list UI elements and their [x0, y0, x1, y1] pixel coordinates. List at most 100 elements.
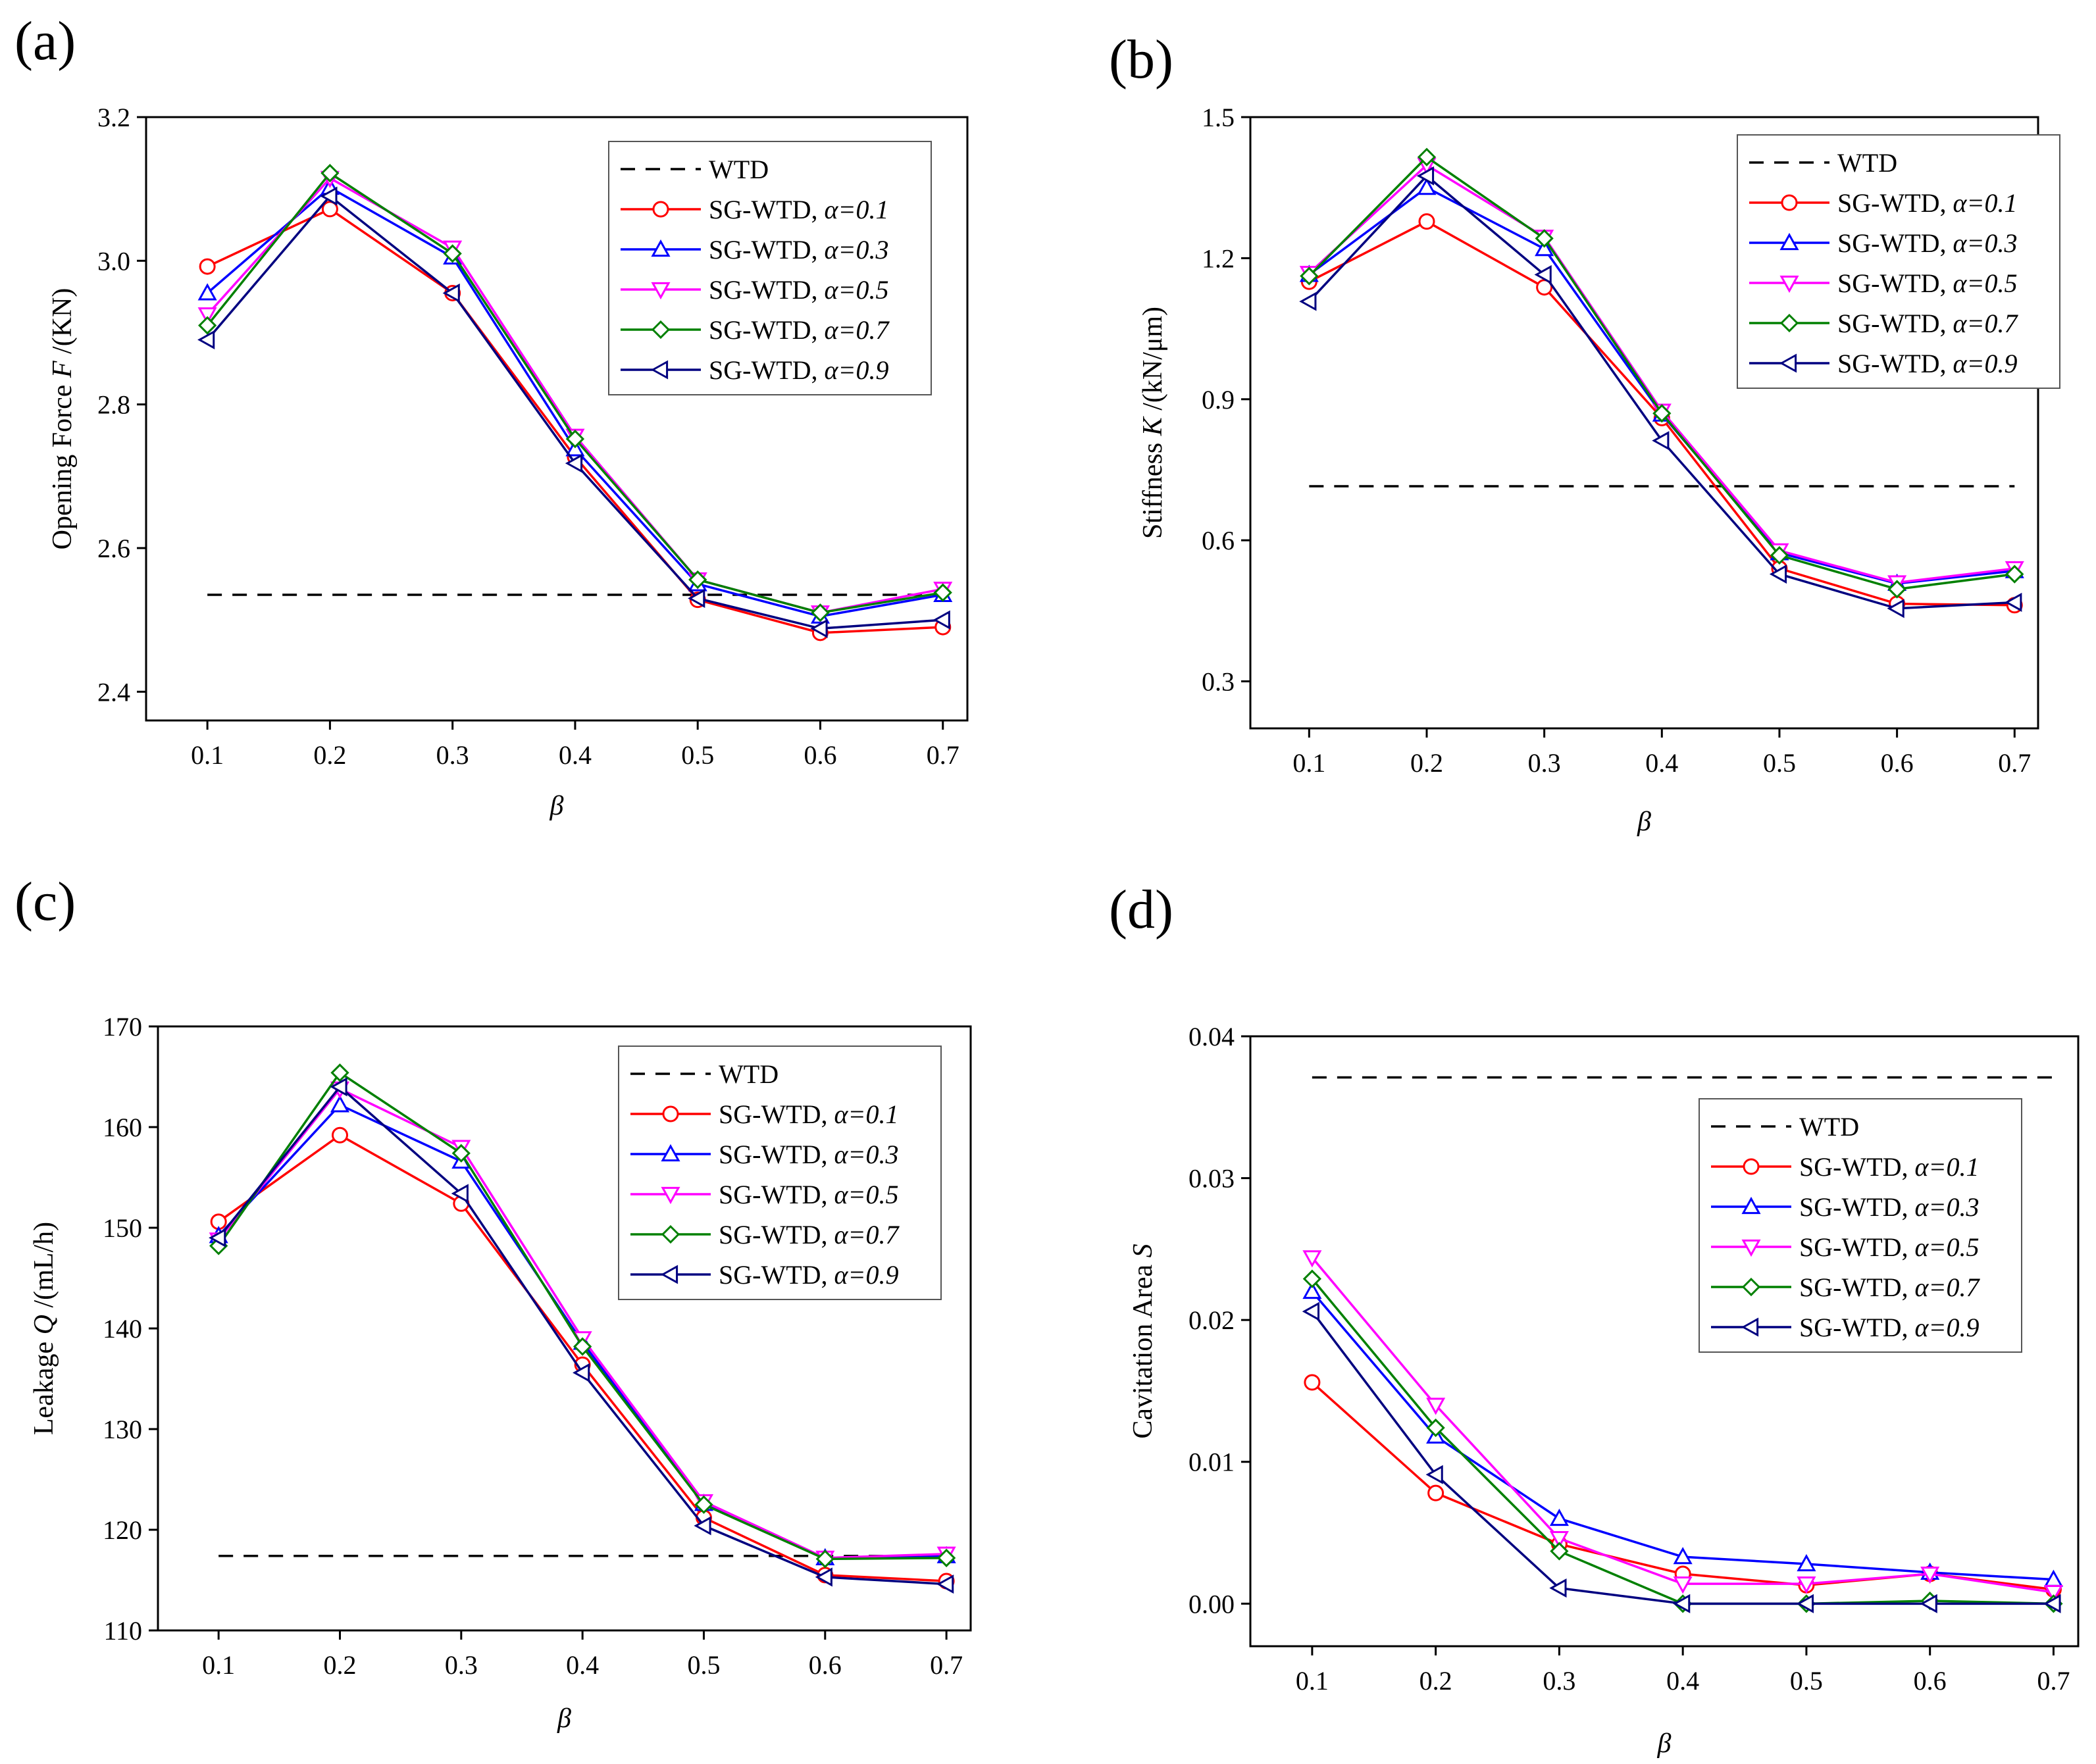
legend-swatch-marker — [1741, 1196, 1761, 1215]
legend-entry-alpha: α=0.7 — [834, 1220, 900, 1249]
y-tick-label: 170 — [103, 1012, 142, 1042]
y-tick-label: 140 — [103, 1314, 142, 1344]
data-point — [442, 283, 460, 303]
data-point — [320, 186, 338, 206]
y-tick-label: 0.9 — [1202, 385, 1235, 415]
y-tick-label: 3.0 — [97, 246, 130, 276]
legend-entry-alpha: α=0.5 — [825, 275, 889, 305]
legend-entry-name: SG-WTD, — [719, 1260, 834, 1290]
data-point — [811, 603, 830, 622]
data-point — [1418, 213, 1435, 230]
data-point — [330, 1063, 349, 1082]
y-axis-label: Opening Force F /(KN) — [47, 288, 78, 550]
y-tick-label: 160 — [103, 1113, 142, 1142]
x-tick-label: 0.6 — [804, 740, 836, 770]
legend-entry-alpha: α=0.9 — [825, 355, 889, 385]
data-point — [1549, 1508, 1569, 1526]
legend-swatch-marker — [1741, 1239, 1761, 1257]
legend-entry-alpha: α=0.5 — [1953, 268, 2018, 298]
data-point — [1550, 1542, 1569, 1561]
y-tick-label: 120 — [103, 1515, 142, 1545]
x-axis-label: β — [1637, 807, 1651, 837]
panel-label: (a) — [14, 11, 76, 72]
legend-swatch-marker — [1779, 313, 1799, 333]
legend-entry-label: SG-WTD, α=0.3 — [1799, 1192, 1980, 1222]
data-point — [1417, 147, 1437, 166]
data-point — [1426, 1418, 1445, 1438]
legend-entry-label: SG-WTD, α=0.1 — [709, 195, 889, 224]
data-point — [198, 316, 217, 335]
legend-box — [608, 141, 932, 395]
data-point — [933, 583, 952, 602]
data-point — [2043, 1584, 2063, 1603]
legend-entry-label: SG-WTD, α=0.7 — [1799, 1273, 1981, 1302]
legend-entry-alpha: α=0.1 — [825, 195, 889, 224]
data-point — [1673, 1576, 1693, 1594]
x-tick-label: 0.7 — [2037, 1666, 2070, 1696]
y-tick-label: 0.00 — [1189, 1589, 1235, 1619]
y-tick-label: 1.5 — [1202, 103, 1235, 132]
legend-entry-label: SG-WTD, α=0.9 — [709, 355, 889, 385]
x-tick-label: 0.6 — [1914, 1666, 1947, 1696]
legend-entry-name: SG-WTD, — [1837, 349, 1953, 378]
data-point — [1299, 291, 1317, 311]
y-tick-label: 2.4 — [97, 677, 130, 707]
y-axis-label-suffix: /(KN) — [47, 288, 78, 361]
x-tick-label: 0.5 — [1763, 748, 1796, 778]
legend-swatch-marker — [1779, 353, 1797, 373]
legend-wtd-label: WTD — [1799, 1112, 1859, 1142]
legend-entry-name: SG-WTD, — [709, 195, 825, 224]
legend-swatch-marker — [661, 1144, 680, 1162]
legend-entry-alpha: α=0.1 — [1953, 188, 2018, 218]
legend-swatch-marker — [661, 1186, 680, 1205]
x-tick-label: 0.2 — [1410, 748, 1443, 778]
data-point — [1416, 166, 1435, 186]
legend-entry-alpha: α=0.7 — [1953, 309, 2019, 338]
data-point — [451, 1144, 471, 1163]
y-tick-label: 0.01 — [1189, 1448, 1235, 1477]
data-point — [688, 588, 705, 608]
data-point — [321, 201, 338, 218]
legend-entry-label: SG-WTD, α=0.7 — [1837, 309, 2019, 338]
legend-swatch-marker — [1781, 194, 1798, 211]
data-point — [1535, 229, 1554, 248]
y-tick-label: 0.3 — [1202, 667, 1235, 697]
legend-entry-name: SG-WTD, — [1837, 309, 1953, 338]
data-point — [1673, 1547, 1693, 1565]
data-point — [451, 1184, 469, 1203]
x-axis-label: β — [1657, 1728, 1672, 1759]
data-point — [573, 1363, 590, 1382]
legend-entry-label: SG-WTD, α=0.5 — [1799, 1232, 1980, 1262]
data-point — [1304, 1374, 1321, 1391]
data-point — [937, 1548, 956, 1567]
x-tick-label: 0.5 — [1790, 1666, 1823, 1696]
x-tick-label: 0.3 — [1543, 1666, 1575, 1696]
data-point — [1796, 1594, 1814, 1613]
legend-entry-alpha: α=0.1 — [1915, 1152, 1980, 1182]
x-tick-label: 0.4 — [559, 740, 592, 770]
legend-entry-alpha: α=0.3 — [834, 1140, 899, 1169]
x-tick-label: 0.2 — [313, 740, 346, 770]
x-tick-label: 0.3 — [436, 740, 469, 770]
legend-swatch-marker — [652, 201, 669, 218]
legend-entry-label: SG-WTD, α=0.1 — [1799, 1152, 1980, 1182]
legend-entry-name: SG-WTD, — [1799, 1313, 1915, 1342]
y-axis-label: Cavitation Area S — [1128, 1244, 1158, 1438]
legend-swatch-marker — [651, 282, 671, 300]
data-point — [1673, 1594, 1691, 1613]
legend-box — [618, 1046, 942, 1300]
x-axis-label: β — [557, 1703, 571, 1734]
y-axis-label: Leakage Q /(mL/h) — [29, 1222, 59, 1435]
x-tick-label: 0.7 — [1998, 748, 2031, 778]
data-point — [573, 1337, 592, 1356]
legend-box — [1699, 1098, 2022, 1353]
y-axis-label-prefix: Stiffness — [1138, 436, 1168, 539]
x-tick-label: 0.2 — [1419, 1666, 1452, 1696]
data-point — [2043, 1594, 2061, 1613]
data-point — [443, 244, 462, 263]
legend-entry-label: SG-WTD, α=0.7 — [709, 315, 890, 345]
legend-swatch-marker — [1779, 275, 1799, 293]
legend-entry-label: SG-WTD, α=0.9 — [1799, 1313, 1980, 1342]
y-axis-label-symbol: F — [47, 361, 78, 378]
data-point — [1425, 1465, 1443, 1484]
